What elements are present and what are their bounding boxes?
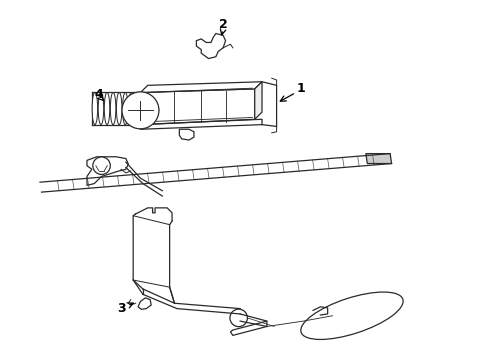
Ellipse shape: [301, 292, 403, 339]
Text: 3: 3: [117, 302, 125, 315]
Ellipse shape: [98, 93, 104, 125]
Ellipse shape: [92, 93, 98, 125]
Polygon shape: [141, 89, 255, 125]
Polygon shape: [366, 154, 392, 163]
Polygon shape: [255, 82, 262, 119]
Ellipse shape: [104, 93, 110, 125]
Ellipse shape: [122, 93, 128, 125]
Ellipse shape: [110, 93, 116, 125]
Ellipse shape: [135, 93, 140, 125]
Text: 2: 2: [219, 18, 227, 31]
Text: 1: 1: [296, 82, 305, 95]
Polygon shape: [87, 157, 128, 185]
Polygon shape: [196, 33, 225, 59]
Text: 4: 4: [95, 88, 103, 101]
Ellipse shape: [128, 93, 134, 125]
Polygon shape: [141, 82, 262, 93]
Circle shape: [230, 309, 247, 327]
Circle shape: [122, 92, 159, 129]
Polygon shape: [179, 129, 194, 140]
Polygon shape: [138, 298, 151, 309]
Circle shape: [93, 157, 110, 175]
Ellipse shape: [117, 93, 122, 125]
Polygon shape: [230, 321, 267, 336]
